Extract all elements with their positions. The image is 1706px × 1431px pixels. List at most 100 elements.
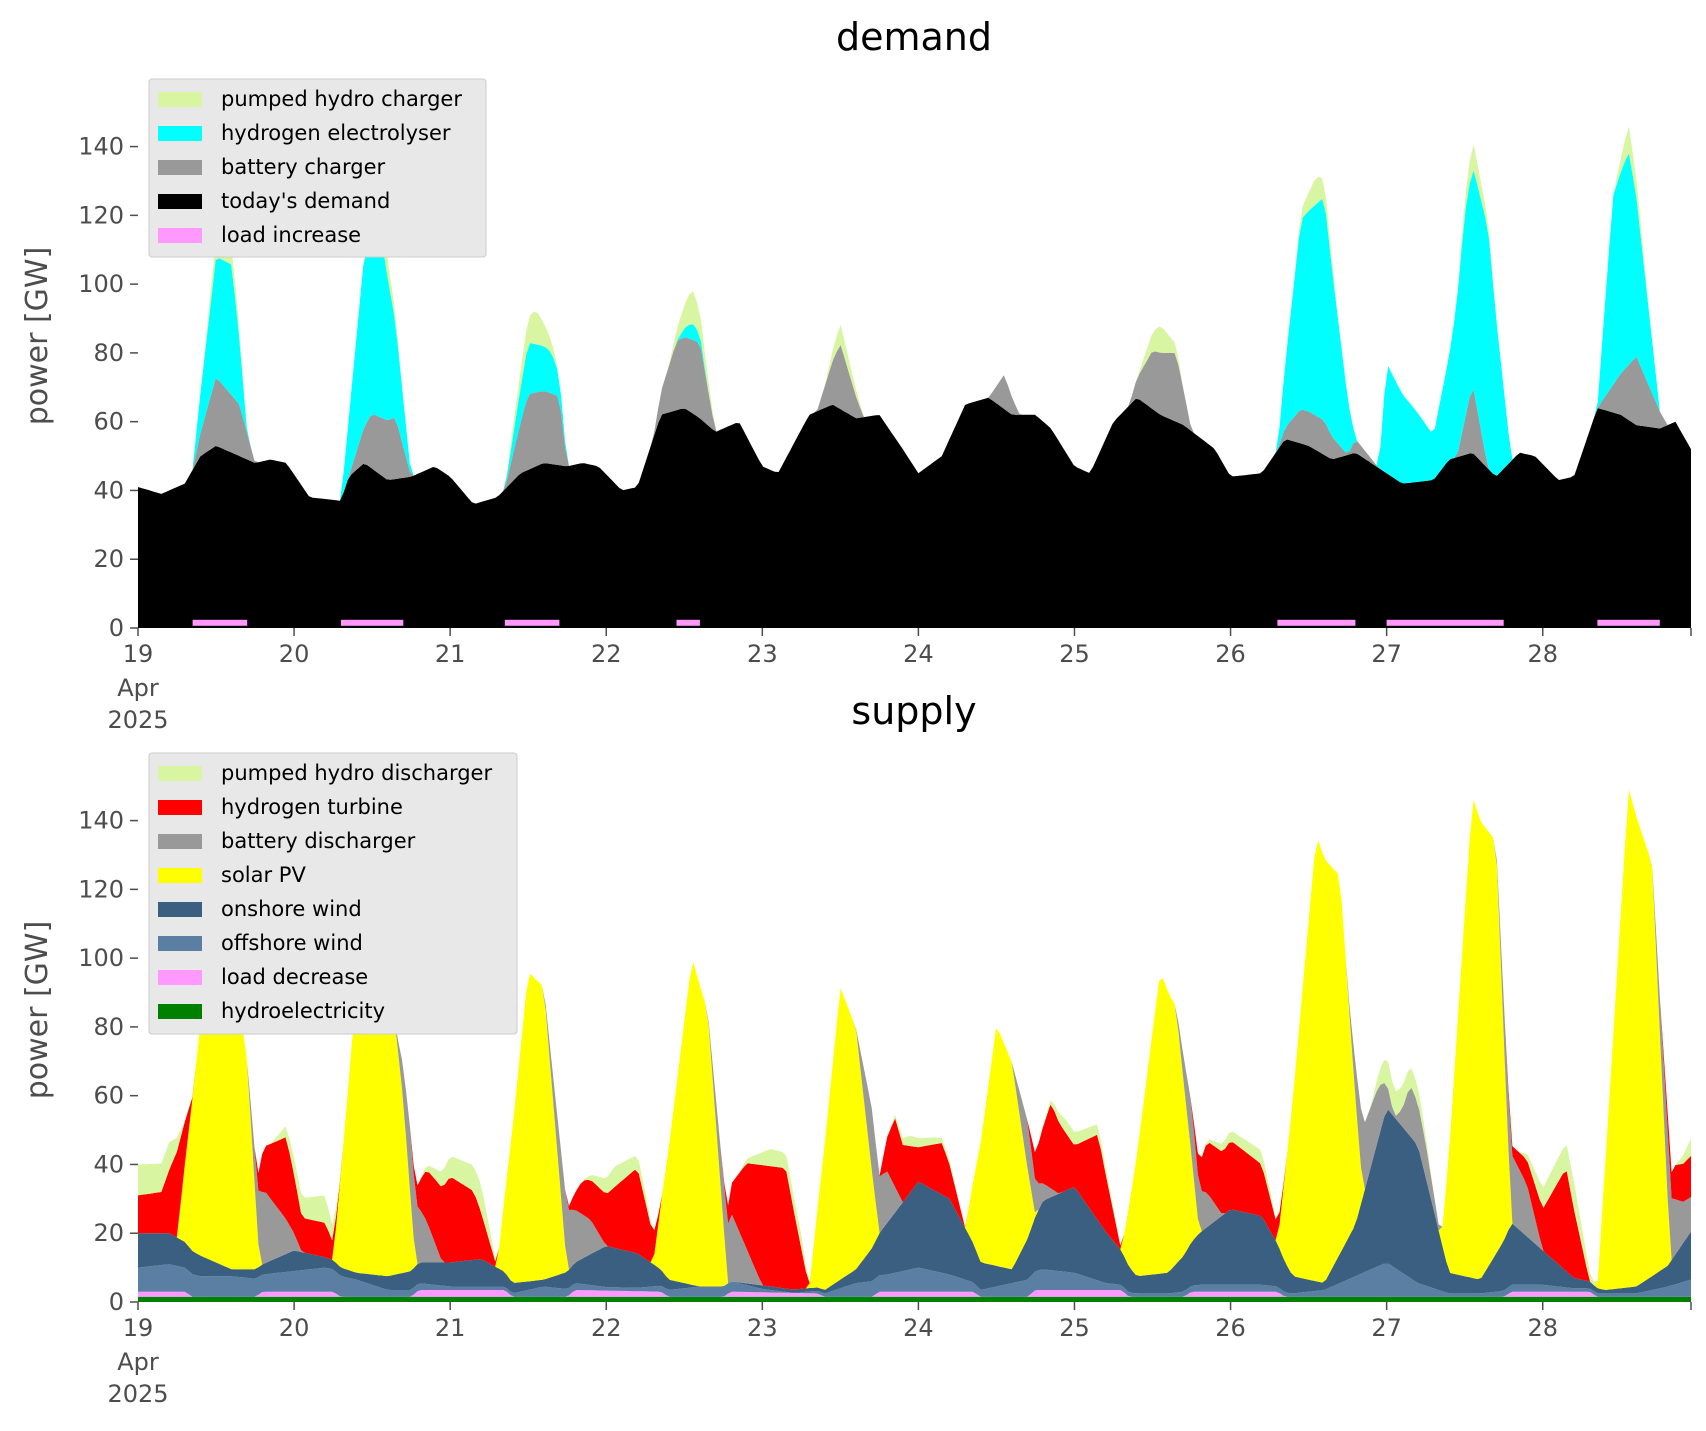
load-increase-segment [1386, 619, 1504, 626]
legend-swatch-pumped-hydro-discharger [158, 766, 202, 781]
legend-label-load-increase: load increase [221, 223, 361, 247]
load-increase-segment [676, 619, 700, 626]
x-tick-label: 20 [279, 640, 310, 668]
legend-box [148, 78, 487, 258]
legend-swatch-battery-charger [158, 160, 202, 175]
x-tick-sublabel: Apr [117, 674, 159, 702]
x-tick-label: 27 [1371, 1314, 1402, 1342]
legend-label-today-s-demand: today's demand [221, 189, 390, 213]
y-tick-label: 60 [93, 1082, 124, 1110]
load-increase-segment [340, 619, 404, 626]
y-tick-label: 80 [93, 339, 124, 367]
x-tick-sublabel: Apr [117, 1348, 159, 1376]
area-battery-charger [138, 337, 1691, 504]
legend-label-onshore-wind: onshore wind [221, 897, 362, 921]
y-tick-label: 120 [78, 875, 124, 903]
legend-label-battery-discharger: battery discharger [221, 829, 416, 853]
y-tick-label: 0 [109, 1288, 124, 1316]
x-tick-label: 23 [747, 640, 778, 668]
legend-label-hydroelectricity: hydroelectricity [221, 999, 385, 1023]
area-solar-pv [138, 789, 1691, 1290]
area-load-decrease [138, 1290, 1691, 1297]
x-tick-label: 21 [435, 640, 466, 668]
supply-areas [138, 789, 1691, 1302]
legend-label-offshore-wind: offshore wind [221, 931, 363, 955]
legend-label-solar-pv: solar PV [221, 863, 306, 887]
y-tick-label: 20 [93, 1219, 124, 1247]
x-tick-label: 23 [747, 1314, 778, 1342]
supply-x-ticks: 19 Apr 2025 20 21 22 23 24 25 26 27 28 [107, 1302, 1692, 1408]
supply-y-ticks: 0 20 40 60 80 100 120 140 [78, 807, 138, 1316]
y-tick-label: 140 [78, 133, 124, 161]
x-tick-label: 28 [1527, 640, 1558, 668]
legend-label-hydrogen-electrolyser: hydrogen electrolyser [221, 121, 451, 145]
legend-label-load-decrease: load decrease [221, 965, 368, 989]
x-tick-label: 28 [1527, 1314, 1558, 1342]
legend-swatch-today-s-demand [158, 194, 202, 209]
demand-panel: demand power [GW] 0 20 40 60 80 100 120 140 19 A… [20, 15, 1692, 734]
x-tick-label: 26 [1215, 640, 1246, 668]
load-increase-segment [504, 619, 560, 626]
legend-label-hydrogen-turbine: hydrogen turbine [221, 795, 403, 819]
legend-label-pumped-hydro-discharger: pumped hydro discharger [221, 761, 492, 785]
x-tick-label: 20 [279, 1314, 310, 1342]
x-tick-label: 22 [591, 1314, 622, 1342]
x-tick-label: 19 [123, 640, 154, 668]
y-tick-label: 0 [109, 614, 124, 642]
x-tick-label: 19 [123, 1314, 154, 1342]
y-tick-label: 120 [78, 201, 124, 229]
legend-swatch-offshore-wind [158, 936, 202, 951]
legend-swatch-hydroelectricity [158, 1004, 202, 1019]
y-tick-label: 20 [93, 545, 124, 573]
x-tick-label: 24 [903, 640, 934, 668]
load-increase-segment [1597, 619, 1660, 626]
y-tick-label: 100 [78, 944, 124, 972]
y-tick-label: 40 [93, 476, 124, 504]
load-increase-segment [1277, 619, 1356, 626]
area-hydroelectricity [138, 1296, 1691, 1302]
legend-box [148, 752, 518, 1035]
x-tick-label: 25 [1059, 1314, 1090, 1342]
legend-label-battery-charger: battery charger [221, 155, 386, 179]
demand-y-axis-label: power [GW] [20, 247, 55, 426]
y-tick-label: 140 [78, 807, 124, 835]
supply-title: supply [851, 689, 976, 733]
legend-swatch-pumped-hydro-charger [158, 92, 202, 107]
x-tick-sublabel: 2025 [107, 1380, 168, 1408]
y-tick-label: 40 [93, 1150, 124, 1178]
legend-swatch-load-decrease [158, 970, 202, 985]
x-tick-label: 24 [903, 1314, 934, 1342]
y-tick-label: 60 [93, 408, 124, 436]
area-battery-discharger [138, 789, 1691, 1290]
demand-y-ticks: 0 20 40 60 80 100 120 140 [78, 133, 138, 642]
demand-areas [138, 126, 1691, 628]
legend-label-pumped-hydro-charger: pumped hydro charger [221, 87, 462, 111]
legend-swatch-onshore-wind [158, 902, 202, 917]
area-hydrogen-electrolyser [138, 153, 1691, 504]
x-tick-sublabel: 2025 [107, 706, 168, 734]
x-tick-label: 27 [1371, 640, 1402, 668]
supply-y-axis-label: power [GW] [20, 921, 55, 1100]
legend-swatch-hydrogen-turbine [158, 800, 202, 815]
demand-legend: pumped hydro charger hydrogen electrolyse… [148, 78, 487, 258]
legend-swatch-hydrogen-electrolyser [158, 126, 202, 141]
supply-panel: supply power [GW] 0 20 40 60 80 100 120 140 19 A… [20, 689, 1692, 1408]
load-increase-segment [192, 619, 248, 626]
demand-title: demand [836, 15, 992, 59]
y-tick-label: 100 [78, 270, 124, 298]
demand-x-ticks: 19 Apr 2025 20 21 22 23 24 25 26 27 28 [107, 628, 1692, 734]
x-tick-label: 25 [1059, 640, 1090, 668]
x-tick-label: 26 [1215, 1314, 1246, 1342]
y-tick-label: 80 [93, 1013, 124, 1041]
legend-swatch-solar-pv [158, 868, 202, 883]
area-today-s-demand [138, 397, 1691, 628]
legend-swatch-load-increase [158, 228, 202, 243]
x-tick-label: 21 [435, 1314, 466, 1342]
area-offshore-wind [138, 1263, 1691, 1297]
area-onshore-wind [138, 1109, 1691, 1294]
supply-legend: pumped hydro discharger hydrogen turbine b… [148, 752, 518, 1035]
legend-swatch-battery-discharger [158, 834, 202, 849]
x-tick-label: 22 [591, 640, 622, 668]
